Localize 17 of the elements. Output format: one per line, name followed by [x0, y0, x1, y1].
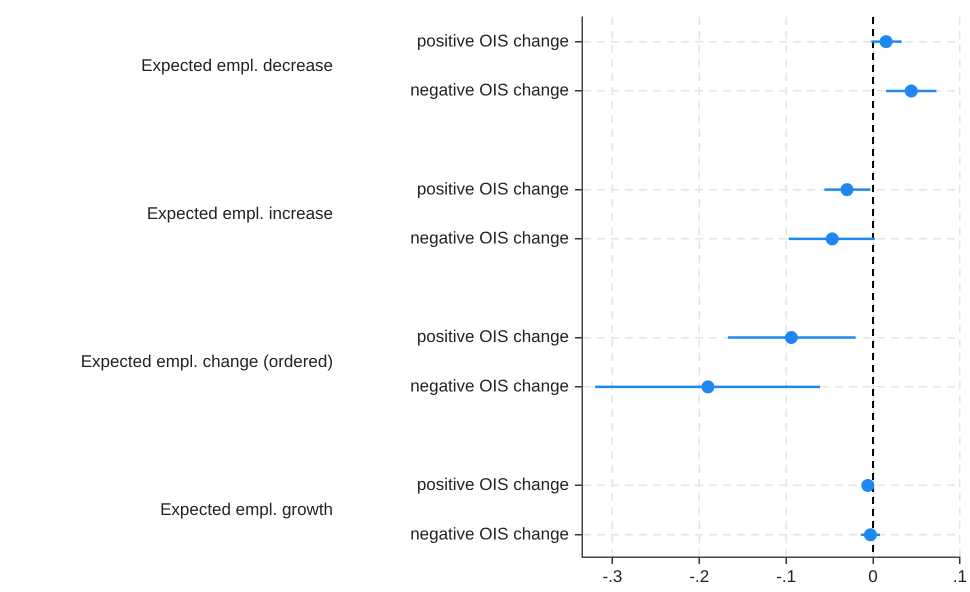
- y-tick-label: negative OIS change: [410, 228, 569, 248]
- y-tick-label: positive OIS change: [416, 475, 569, 494]
- x-tick-label: .1: [952, 566, 968, 586]
- text: Expected empl. increase: [146, 204, 333, 223]
- x-tick-label: -.2: [689, 566, 710, 586]
- text: Expected empl. growth: [160, 500, 333, 519]
- y-tick-label: negative OIS change: [410, 80, 569, 100]
- y-tick-label: positive OIS change: [416, 179, 569, 198]
- text: Expected empl. decrease: [141, 56, 333, 76]
- text: Expected empl. change (ordered): [80, 352, 333, 371]
- y-tick-label: negative OIS change: [410, 376, 569, 396]
- x-tick-label: -.1: [776, 566, 796, 586]
- y-tick-label: positive OIS change: [416, 31, 569, 50]
- y-tick-label: positive OIS change: [416, 327, 569, 346]
- x-tick-label: 0: [868, 566, 878, 586]
- x-tick-label: -.3: [602, 566, 622, 586]
- y-tick-label: negative OIS change: [410, 524, 569, 544]
